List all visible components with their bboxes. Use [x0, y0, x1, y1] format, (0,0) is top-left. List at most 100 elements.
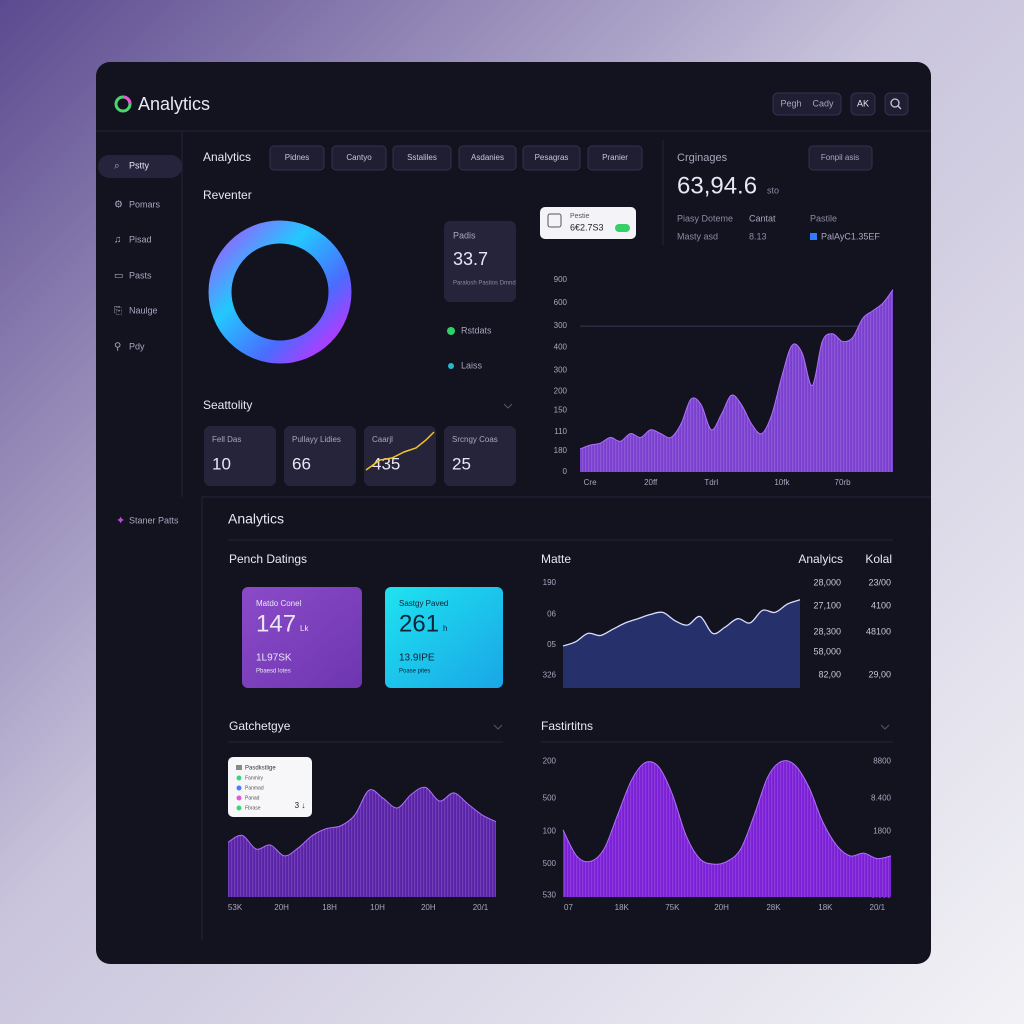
section-title: Seattolity: [203, 398, 252, 412]
nav-item[interactable]: Pomars: [129, 199, 161, 209]
toast-label: Pestie: [570, 213, 590, 220]
header-buttons[interactable]: [772, 92, 842, 116]
y-tick-label: 0: [563, 467, 568, 476]
donut: [208, 220, 352, 364]
legend-dot: [236, 805, 242, 811]
legend-item: Panmad: [245, 785, 264, 791]
nav-item[interactable]: Pasts: [129, 270, 152, 280]
y2-tick-label: 8800: [873, 756, 891, 765]
y-tick-label: 190: [543, 578, 557, 587]
tab-label[interactable]: Sstaliles: [407, 153, 437, 162]
x-tick-label: 20ff: [644, 478, 658, 487]
tab[interactable]: [522, 145, 581, 171]
nav-active[interactable]: [98, 155, 182, 178]
nav-item[interactable]: Pdy: [129, 341, 145, 351]
x-tick-label: Cre: [584, 478, 597, 487]
x-tick-label: 20/1: [473, 903, 489, 912]
y-tick-label: 110: [554, 427, 567, 436]
avatar-text: AK: [857, 98, 869, 108]
card-label: Padis: [453, 230, 476, 240]
search-button[interactable]: [884, 92, 909, 116]
line: [579, 289, 894, 450]
tab-label[interactable]: Pidnes: [285, 153, 309, 162]
avatar[interactable]: [850, 92, 876, 116]
nav-item[interactable]: Staner Patts: [129, 515, 179, 525]
x-tick-label: 18K: [818, 903, 833, 912]
area: [563, 599, 800, 688]
x-tick-label: 75K: [665, 903, 680, 912]
x-tick-label: 28K: [766, 903, 781, 912]
tab[interactable]: [269, 145, 325, 171]
kpi-cards: Matdo Conel 147 Lk 1L97SK Pbaesd lotes Sastgy…: [256, 599, 448, 674]
toast-pill: [615, 224, 630, 232]
y-tick-label: 900: [554, 275, 568, 284]
table-cell: 48100: [866, 626, 891, 636]
y-tick-label: 500: [543, 793, 557, 802]
legend-dot: [236, 795, 242, 801]
y-tick-label: 05: [547, 640, 556, 649]
nav-item[interactable]: Pisad: [129, 234, 152, 244]
header-button[interactable]: Pegh: [780, 98, 801, 108]
x-tick-label: 20/1: [870, 903, 886, 912]
x-tick-label: 18K: [615, 903, 630, 912]
stats-button[interactable]: [808, 145, 873, 171]
legend-dot: [236, 775, 242, 781]
nav-icon: ♫: [114, 235, 122, 246]
table-cell: 28,300: [813, 626, 841, 636]
tab-label[interactable]: Cantyo: [346, 153, 372, 162]
toast-icon: [547, 213, 562, 228]
chevron[interactable]: [503, 403, 513, 409]
stat-value: 435: [372, 454, 400, 473]
line: [562, 760, 892, 865]
nav-icon: ⚙: [114, 200, 123, 211]
metric-card: [444, 221, 516, 302]
chart-title: Matte: [541, 552, 571, 566]
y-tick-label: 530: [543, 891, 557, 900]
stat-card: [364, 426, 436, 486]
search-icon: [890, 98, 900, 108]
legend-title: Pasdkstlige: [245, 766, 276, 772]
y-tick-label: 500: [543, 859, 557, 868]
kpi-sub: 1L97SK: [256, 653, 292, 664]
kpi-card: [242, 587, 362, 688]
tab[interactable]: [392, 145, 452, 171]
card-value: 33.7: [453, 249, 488, 269]
chevron[interactable]: [880, 724, 890, 730]
tab-label[interactable]: Pranier: [602, 153, 628, 162]
nav-icon: ⎘: [114, 306, 122, 317]
app-title: Analytics: [138, 94, 210, 114]
x-tick-label: 53K: [228, 903, 243, 912]
tab[interactable]: [458, 145, 517, 171]
legend-dot: [236, 785, 242, 791]
legend-popup: [228, 757, 312, 817]
chevron[interactable]: [493, 724, 503, 730]
kpi-value: 147: [256, 610, 296, 637]
tab[interactable]: [587, 145, 643, 171]
sparkline: [365, 431, 435, 471]
nav-item[interactable]: Pstty: [129, 160, 150, 170]
x-tick-label: Tdrl: [704, 478, 718, 487]
kpi-label: Sastgy Paved: [399, 599, 448, 608]
tab-label[interactable]: Asdanies: [471, 153, 504, 162]
stats-title: Crginages: [677, 152, 728, 164]
tab-label[interactable]: Pesagras: [535, 153, 569, 162]
stats-row: 8.13: [749, 231, 767, 241]
stat-label: Fell Das: [212, 435, 241, 444]
legend-item: Panad: [245, 795, 260, 801]
stats-button-text[interactable]: Fonpil asis: [821, 153, 859, 162]
stat-value: 10: [212, 454, 231, 473]
y2-tick-label: 1800: [873, 826, 891, 835]
y-tick-label: 600: [554, 298, 568, 307]
nav-item[interactable]: Naulge: [129, 305, 158, 315]
stats-legend: Pastile: [810, 213, 837, 223]
header-button[interactable]: Cady: [812, 98, 834, 108]
stats-row: Piasy Doteme: [677, 213, 733, 223]
stats-row: Cantat: [749, 213, 776, 223]
kpi-unit: Lk: [300, 624, 309, 633]
tab[interactable]: [331, 145, 387, 171]
item: Laiss: [461, 360, 483, 370]
y-tick-label: 150: [554, 406, 568, 415]
y-tick-label: 200: [554, 386, 568, 395]
